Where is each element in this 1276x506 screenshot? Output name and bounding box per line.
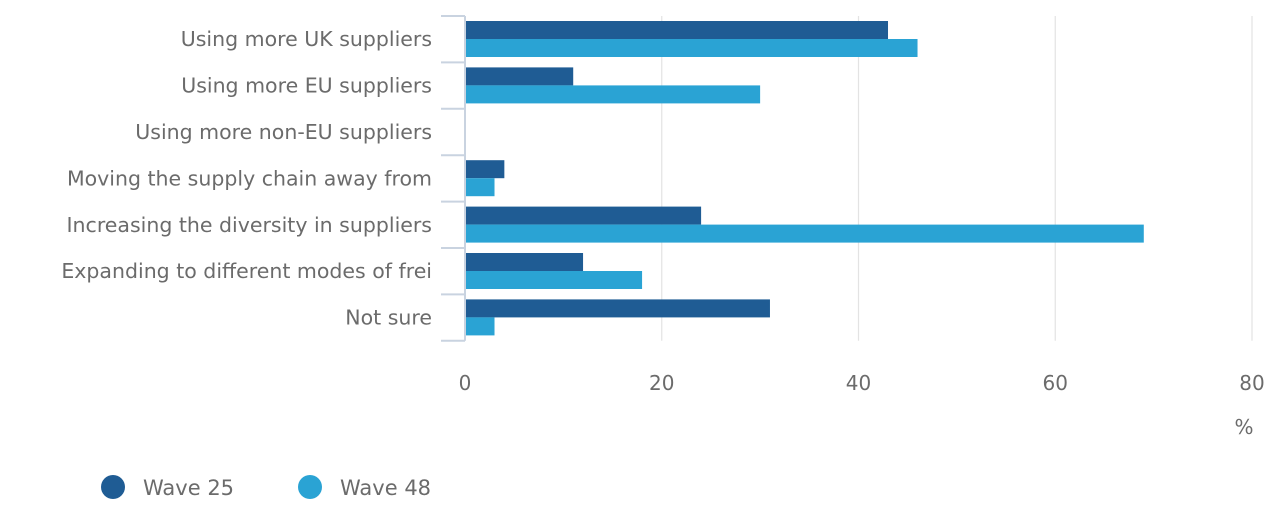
bars — [465, 21, 1144, 336]
bar-wave-48-6 — [465, 317, 495, 336]
bar-wave-25-5 — [465, 253, 584, 271]
bar-wave-25-1 — [465, 67, 574, 86]
bar-wave-25-4 — [465, 206, 702, 225]
category-labels: Using more UK suppliers Using more EU sup… — [61, 27, 432, 329]
category-label: Using more non-EU suppliers — [135, 120, 432, 144]
x-tick-label: 60 — [1043, 371, 1068, 395]
bar-wave-48-4 — [465, 224, 1144, 243]
category-label: Expanding to different modes of frei — [61, 259, 432, 283]
category-label: Using more EU suppliers — [181, 74, 432, 98]
x-tick-label: 80 — [1239, 371, 1264, 395]
x-tick-label: 0 — [459, 371, 472, 395]
bar-wave-48-0 — [465, 39, 918, 57]
x-axis-unit-label: % — [1234, 415, 1253, 439]
x-tick-label: 20 — [649, 371, 674, 395]
category-label: Moving the supply chain away from — [67, 166, 432, 190]
bar-wave-25-0 — [465, 21, 889, 39]
legend-swatch-wave-48 — [298, 475, 322, 499]
legend-swatch-wave-25 — [101, 475, 125, 499]
bar-wave-48-3 — [465, 178, 495, 197]
bar-wave-25-3 — [465, 160, 505, 179]
bar-wave-48-1 — [465, 85, 761, 104]
category-label: Not sure — [345, 306, 432, 330]
legend-label-wave-48: Wave 48 — [340, 476, 431, 500]
category-label: Using more UK suppliers — [181, 27, 432, 51]
bar-wave-25-6 — [465, 299, 770, 318]
bar-wave-48-5 — [465, 271, 643, 289]
category-label: Increasing the diversity in suppliers — [67, 213, 432, 237]
gridlines — [661, 16, 1253, 341]
x-tick-labels: 0 20 40 60 80 — [459, 371, 1265, 395]
legend: Wave 25 Wave 48 — [101, 475, 431, 500]
y-axis — [441, 15, 466, 342]
x-tick-label: 40 — [846, 371, 871, 395]
legend-label-wave-25: Wave 25 — [143, 476, 234, 500]
